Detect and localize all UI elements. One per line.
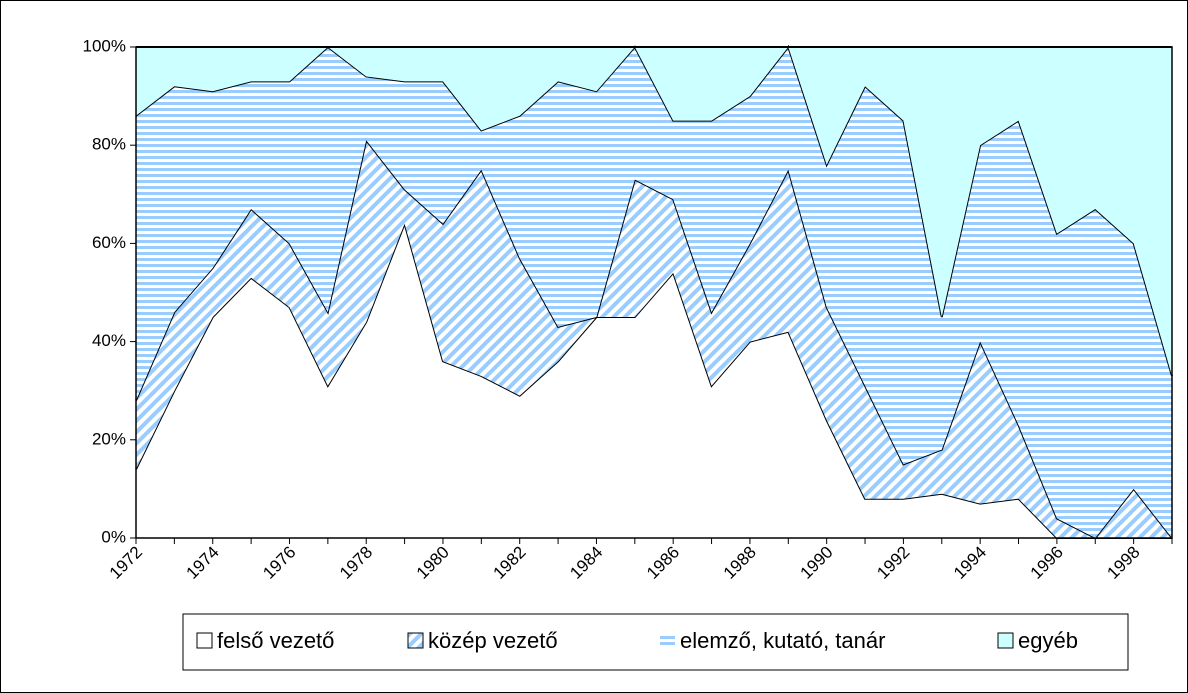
y-tick-label: 60% — [92, 233, 126, 252]
plot-border — [135, 46, 1173, 539]
legend-label: elemző, kutató, tanár — [680, 628, 885, 653]
y-tick-label: 20% — [92, 429, 126, 448]
area — [136, 140, 1172, 539]
legend-label: egyéb — [1018, 628, 1078, 653]
legend-swatch — [407, 632, 424, 649]
legend-swatch — [997, 632, 1014, 649]
y-tick-label: 100% — [83, 36, 126, 55]
legend-label: közép vezető — [428, 628, 558, 653]
y-tick-label: 0% — [101, 527, 126, 546]
y-tick-label: 40% — [92, 331, 126, 350]
y-tick-label: 80% — [92, 135, 126, 154]
area — [136, 47, 1172, 376]
legend-swatch — [660, 633, 675, 648]
legend-label: felső vezető — [217, 628, 334, 653]
legend-box — [182, 613, 1129, 671]
area — [136, 223, 1172, 538]
legend-swatch — [196, 632, 213, 649]
